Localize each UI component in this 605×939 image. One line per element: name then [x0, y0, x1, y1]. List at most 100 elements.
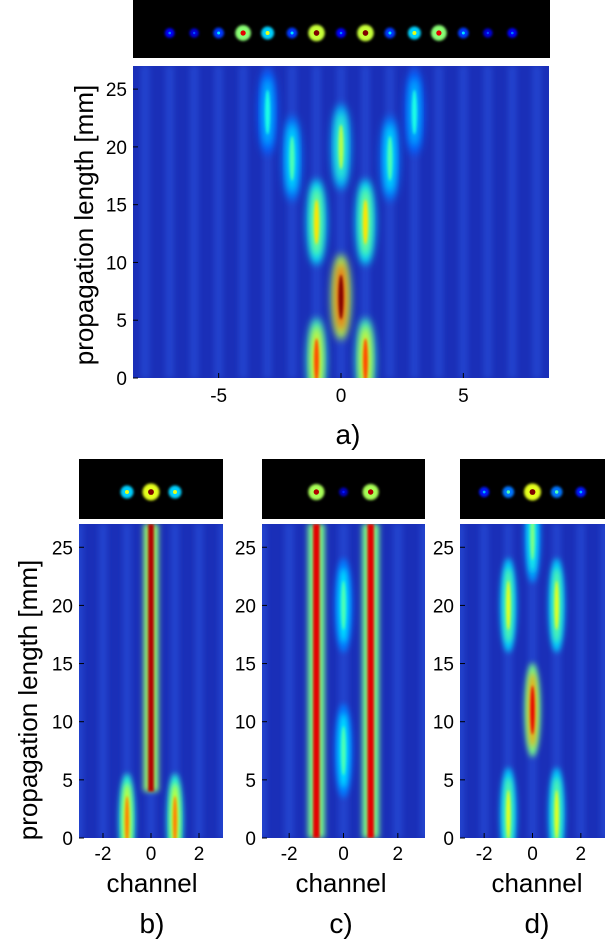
output-spot-core [436, 30, 442, 36]
output-spot-core [367, 489, 374, 495]
intensity-lobe-core [314, 338, 319, 378]
output-spot-core [313, 30, 320, 36]
beam-core [313, 524, 320, 838]
x-axis-label-b: channel [106, 868, 197, 898]
x-tick-label: 0 [527, 844, 538, 865]
heatmap-area [460, 524, 605, 838]
output-spot-core [192, 31, 196, 35]
output-spot-core [482, 490, 486, 494]
y-tick-label: 25 [433, 538, 454, 559]
waveguide-channel [165, 66, 175, 378]
panel-label-a: a) [336, 419, 361, 450]
output-spot-core [265, 30, 270, 36]
x-tick-label: 2 [194, 844, 205, 865]
y-tick-label: 5 [443, 771, 454, 792]
waveguide-channel [532, 66, 542, 378]
intensity-lobe-core [314, 199, 319, 245]
y-tick-label: 25 [106, 80, 127, 101]
y-tick-label: 0 [116, 369, 127, 390]
waveguide-channel [576, 524, 586, 838]
output-spot-core [510, 31, 514, 35]
waveguide-channel [140, 66, 150, 378]
intensity-lobe-core [387, 136, 393, 181]
y-axis-label-bottom: propagation length [mm] [13, 560, 43, 840]
output-spot-core [342, 490, 345, 494]
waveguide-channel [122, 524, 132, 838]
panel-a: 0 5 10 15 20 25 -5 0 5 [106, 0, 550, 407]
intensity-lobe-core [363, 338, 368, 378]
y-tick-label: 5 [116, 311, 127, 332]
intensity-lobe-core [341, 726, 346, 776]
x-tick-label: 0 [338, 844, 349, 865]
panel-c: 0 5 10 15 20 25 -2 0 2 [235, 459, 425, 865]
beam-core [148, 524, 154, 792]
y-tick-label: 10 [433, 713, 454, 734]
waveguide-channel [600, 524, 605, 838]
output-spot-core [148, 489, 154, 495]
waveguide-channel [460, 524, 465, 838]
intensity-lobe-core [411, 89, 417, 135]
output-spot-core [124, 489, 130, 495]
heatmap-area [79, 524, 223, 838]
output-spot-core [313, 489, 320, 495]
panel-d: 0 5 10 15 20 25 -2 0 2 [433, 459, 605, 865]
waveguide-channel [214, 66, 224, 378]
output-spot-core [506, 490, 511, 494]
waveguide-channel [284, 524, 295, 838]
y-tick-label: 10 [52, 713, 73, 734]
intensity-lobe-core [338, 124, 344, 170]
x-tick-label: -2 [95, 844, 112, 865]
y-tick-label: 25 [52, 538, 73, 559]
y-tick-label: 15 [52, 655, 73, 676]
y-tick-label: 15 [433, 655, 454, 676]
waveguide-channel [79, 524, 84, 838]
waveguide-channel [194, 524, 204, 838]
intensity-lobe-core [341, 580, 346, 630]
y-axis-label-top: propagation length [mm] [69, 85, 99, 365]
x-tick-label: 0 [336, 386, 347, 407]
y-tick-label: 0 [443, 829, 454, 850]
waveguide-channel [503, 524, 513, 838]
output-spot-core [554, 490, 559, 494]
intensity-lobe-core [554, 790, 559, 838]
output-spot-core [172, 489, 178, 495]
output-spot-core [486, 31, 490, 35]
intensity-lobe-core [506, 790, 511, 838]
panel-label-c: c) [329, 908, 352, 939]
waveguide-channel [189, 66, 199, 378]
x-tick-label: 2 [576, 844, 587, 865]
waveguide-channel [218, 524, 223, 838]
waveguide-channel [338, 524, 349, 838]
output-spot-core [362, 30, 369, 36]
waveguide-channel [170, 524, 180, 838]
intensity-lobe-core [530, 685, 535, 735]
y-tick-label: 20 [433, 596, 454, 617]
x-axis-label-c: channel [295, 868, 386, 898]
x-tick-label: -5 [210, 386, 227, 407]
output-spot-core [388, 31, 392, 35]
intensity-lobe-core [289, 136, 295, 181]
waveguide-channel [507, 66, 517, 378]
waveguide-channel [287, 66, 297, 378]
panel-b: 0 5 10 15 20 25 -2 0 2 [52, 459, 223, 865]
intensity-lobe-core [265, 89, 271, 135]
output-spot-core [529, 489, 536, 495]
intensity-lobe-core [338, 274, 344, 320]
panel-label-b: b) [140, 908, 165, 939]
waveguide-channel [434, 66, 444, 378]
output-spot-core [240, 30, 246, 36]
waveguide-channel [458, 66, 468, 378]
y-tick-label: 0 [245, 829, 256, 850]
waveguide-channel [392, 524, 403, 838]
y-tick-label: 10 [106, 253, 127, 274]
beam-core [367, 524, 374, 838]
heatmap-area [262, 524, 425, 838]
x-axis-label-d: channel [491, 868, 582, 898]
waveguide-channel [385, 66, 395, 378]
heatmap-area [133, 66, 549, 378]
y-tick-label: 10 [235, 713, 256, 734]
intensity-lobe-core [530, 524, 535, 561]
output-spot-core [461, 31, 465, 35]
output-spot-core [168, 31, 172, 35]
